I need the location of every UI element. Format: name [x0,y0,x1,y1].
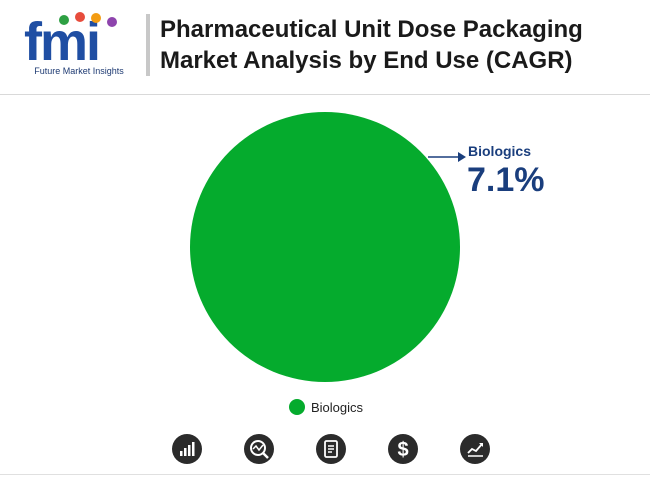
legend: Biologics [289,399,364,415]
callout-value: 7.1% [467,161,545,199]
trend-chart-icon [460,434,490,464]
pie-slices [190,112,460,382]
report-document-icon [316,434,346,464]
logo-caption: Future Market Insights [34,66,124,76]
footer-icons: $ [0,434,650,470]
page-title: Pharmaceutical Unit Dose Packaging Marke… [160,16,583,74]
fmi-logo: fmi Future Market Insights [20,10,138,80]
svg-text:$: $ [397,439,408,461]
pie-slice-biologics [190,112,460,382]
analysis-search-icon [244,434,274,464]
callout-label: Biologics [468,143,531,159]
fmi-logo-mark: fmi [24,12,117,72]
callout-arrow-icon [458,152,466,162]
footer-divider [0,474,650,475]
callout: Biologics 7.1% [428,143,545,199]
dollar-icon: $ [388,434,418,464]
bar-growth-icon [172,434,202,464]
header: fmi Future Market Insights Pharmaceutica… [0,0,650,95]
pie-chart: Biologics 7.1% Biologics [190,112,545,415]
title-divider [146,14,150,76]
legend-label: Biologics [311,400,364,415]
legend-swatch [289,399,305,415]
